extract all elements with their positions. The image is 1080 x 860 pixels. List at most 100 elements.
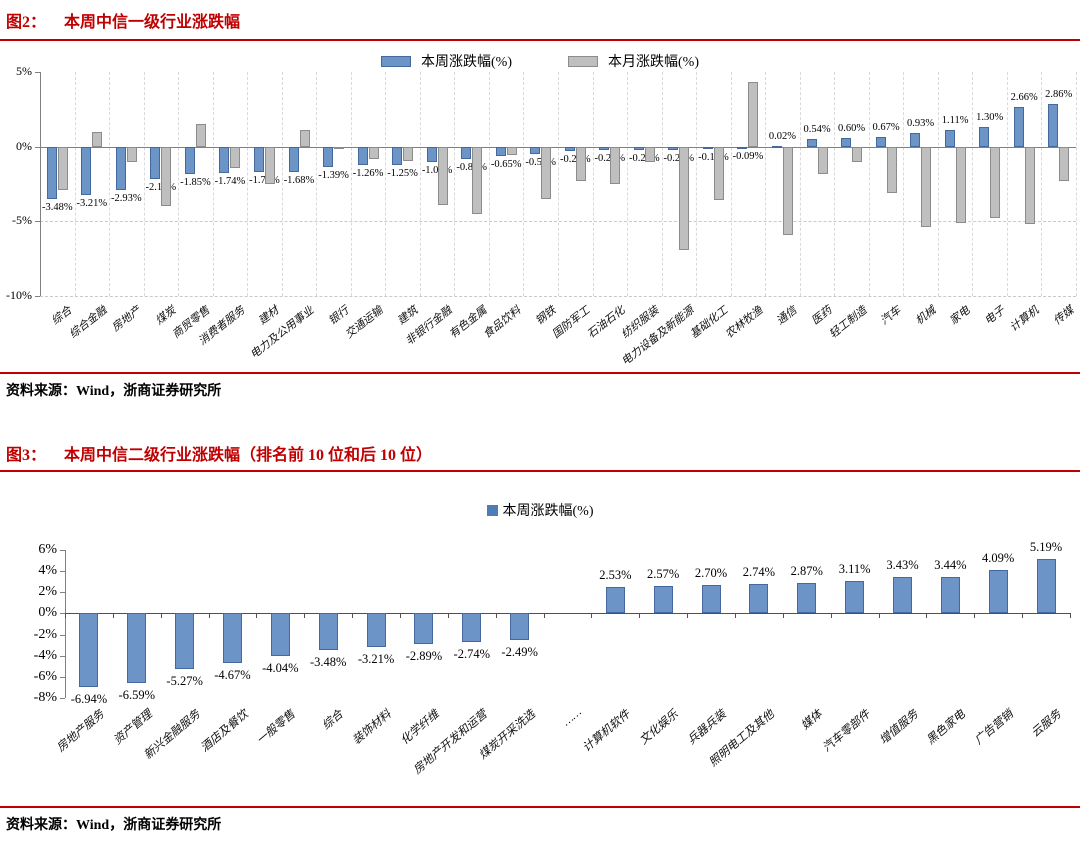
x-category-label: 非银行金融 — [403, 304, 455, 348]
value-label: -0.52% — [525, 157, 557, 169]
x-category-label: 家电 — [947, 304, 973, 328]
y-tick — [60, 613, 65, 615]
y-tick-label: -8% — [33, 690, 57, 705]
value-label: 4.09% — [982, 551, 1015, 566]
x-tick — [782, 613, 784, 619]
bar — [161, 146, 172, 207]
y-tick-label: 6% — [38, 542, 57, 557]
bar — [462, 613, 482, 643]
bar — [366, 613, 386, 648]
value-label: -4.04% — [262, 661, 299, 676]
x-category-label: 石油石化 — [584, 304, 628, 341]
bar — [1048, 103, 1059, 147]
y-tick — [60, 698, 65, 699]
value-label: 0.60% — [837, 122, 866, 134]
bar — [990, 146, 1001, 219]
value-label: -1.72% — [249, 175, 280, 187]
bar — [771, 146, 782, 149]
bar — [530, 146, 541, 155]
x-category-label: 煤炭 — [153, 304, 179, 328]
bar — [564, 146, 575, 151]
x-category-label: 计算机 — [1008, 304, 1042, 335]
value-label: 2.70% — [694, 565, 728, 580]
bar — [264, 146, 275, 184]
y-tick-label: 0% — [38, 605, 57, 621]
value-label: -0.27% — [559, 153, 591, 165]
bar — [988, 570, 1008, 614]
fig2-legend-month-label: 本月涨跌幅(%) — [608, 55, 699, 70]
bar — [426, 146, 437, 162]
plot-gridline — [799, 72, 801, 296]
x-category-label: 商贸零售 — [170, 304, 213, 341]
x-category-label: 资产管理 — [111, 708, 155, 748]
fig2-heading: 本周中信一级行业涨跌幅 — [64, 14, 241, 31]
value-label: -0.24% — [629, 153, 660, 165]
zero-axis — [40, 146, 1076, 148]
plot-gridline — [74, 72, 76, 296]
fig2-legend: 本周涨跌幅(%) 本月涨跌幅(%) — [0, 51, 1080, 71]
plot-gridline — [765, 72, 767, 296]
bar — [541, 146, 552, 199]
x-tick — [591, 613, 593, 619]
plot-gridline — [558, 72, 559, 296]
x-tick — [926, 613, 928, 619]
bar — [127, 613, 147, 684]
fig3-title: 图3： 本周中信二级行业涨跌幅（排名前 10 位和后 10 位） — [6, 441, 432, 465]
y-tick-label: 0% — [16, 138, 32, 153]
x-tick — [447, 613, 449, 619]
x-category-label: 农林牧渔 — [723, 304, 766, 341]
x-category-label: 房地产 — [110, 304, 144, 335]
x-category-label: 交通运输 — [343, 304, 386, 341]
value-label: -1.85% — [180, 177, 211, 189]
bar — [461, 146, 472, 160]
week-series-swatch-icon — [486, 504, 498, 516]
bar — [92, 131, 103, 147]
bar — [472, 146, 483, 214]
bar — [79, 613, 99, 687]
x-category-label: 传媒 — [1051, 304, 1076, 328]
x-category-label: 增值服务 — [877, 708, 921, 748]
bar — [1059, 146, 1070, 181]
plot-gridline — [661, 72, 663, 296]
bar — [599, 146, 610, 151]
bar — [357, 146, 368, 166]
value-label: -0.09% — [732, 151, 764, 162]
value-label: 2.74% — [742, 565, 776, 580]
x-category-label: 酒店及餐饮 — [198, 708, 251, 755]
bar — [701, 584, 721, 614]
bar — [702, 146, 713, 150]
value-label: -1.68% — [283, 174, 315, 186]
x-tick — [974, 613, 976, 619]
value-label: -6.59% — [118, 688, 156, 703]
value-label: 2.87% — [790, 564, 823, 579]
bar — [437, 146, 448, 205]
x-category-label: 一般零售 — [255, 708, 298, 748]
y-tick — [35, 296, 40, 297]
bar — [219, 146, 230, 173]
value-label: 0.93% — [907, 117, 935, 129]
bar — [893, 577, 912, 614]
plot-gridline — [1006, 72, 1008, 296]
bar — [782, 146, 793, 235]
x-category-label: 房地产开发和运营 — [411, 708, 490, 777]
x-tick — [160, 613, 162, 619]
plot-gridline — [523, 72, 525, 296]
bar — [749, 584, 769, 614]
y-tick — [60, 655, 65, 657]
plot-gridline — [972, 72, 974, 296]
y-tick-label: -6% — [33, 668, 57, 684]
value-label: -3.48% — [309, 655, 347, 670]
value-label: -3.48% — [41, 201, 73, 213]
x-tick — [400, 613, 401, 619]
plot-gridline — [488, 72, 490, 296]
bar — [57, 146, 68, 190]
bar — [1036, 558, 1056, 614]
fig3-bottom-rule — [0, 806, 1080, 808]
x-tick — [639, 613, 641, 619]
bar — [126, 146, 137, 162]
bar — [940, 577, 960, 614]
fig2-title: 图2： 本周中信一级行业涨跌幅 — [6, 8, 240, 32]
value-label: -0.25% — [594, 153, 626, 165]
y-tick-label: 2% — [38, 584, 57, 600]
